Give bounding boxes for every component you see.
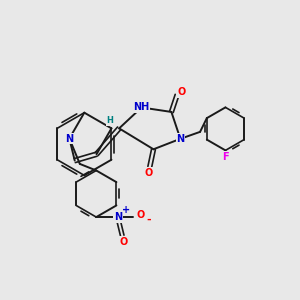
Text: N: N — [176, 134, 184, 144]
Text: O: O — [144, 168, 152, 178]
Text: O: O — [177, 87, 186, 97]
Text: O: O — [137, 210, 145, 220]
Text: O: O — [120, 237, 128, 247]
Text: N: N — [114, 212, 122, 222]
Text: F: F — [222, 152, 229, 162]
Text: N: N — [65, 134, 74, 143]
Text: -: - — [146, 215, 151, 225]
Text: +: + — [122, 205, 130, 214]
Text: H: H — [107, 116, 114, 125]
Text: NH: NH — [134, 103, 150, 112]
